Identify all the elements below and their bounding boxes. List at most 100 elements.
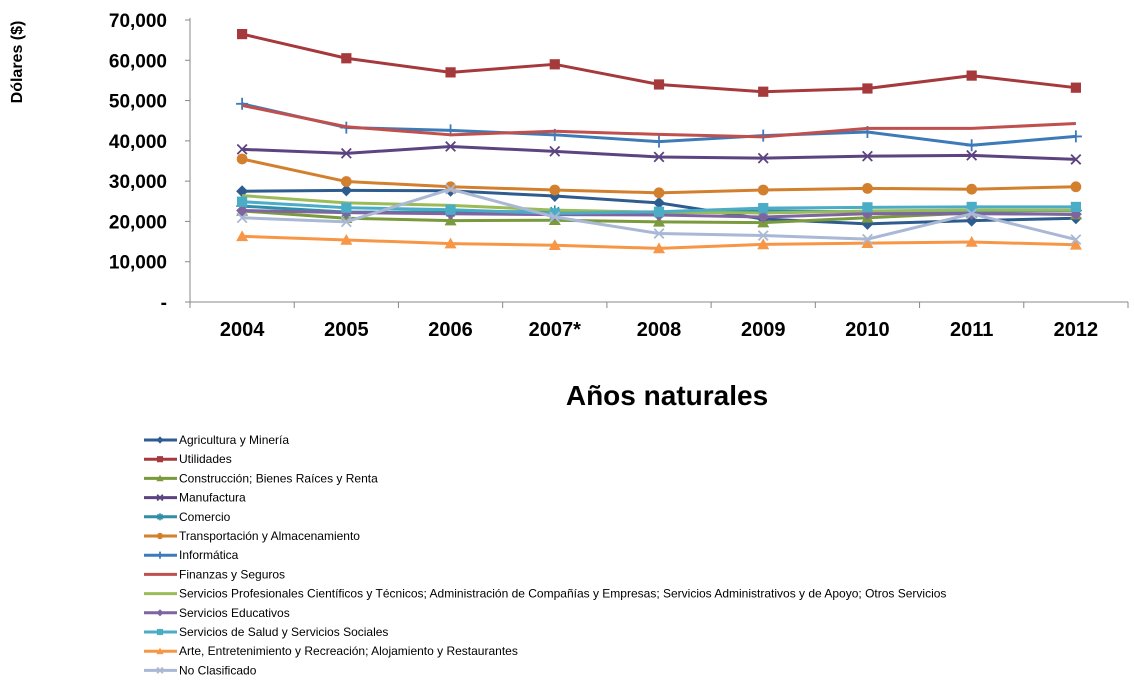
legend-item: No Clasificado [144,663,257,677]
y-tick-label: 40,000 [109,132,167,153]
data-point [966,149,978,161]
x-tick-label: 2011 [950,319,993,341]
legend-label: Servicios de Salud y Servicios Sociales [179,625,388,639]
legend-marker [156,551,164,559]
legend-marker [156,494,164,502]
legend-label: Construcción; Bienes Raíces y Renta [179,471,378,485]
data-point [757,184,769,196]
y-tick-label: 10,000 [109,253,167,274]
legend-label: No Clasificado [179,663,257,677]
legend-marker [156,436,164,444]
data-point [236,143,248,155]
legend-item: Manufactura [144,491,246,505]
data-point [1069,238,1082,250]
legend-label: Servicios Educativos [179,606,290,620]
data-point [236,153,248,165]
legend-label: Comercio [179,510,231,524]
data-point [236,212,248,224]
data-point [862,202,873,213]
x-tick-label: 2010 [845,319,890,341]
x-axis-label: Años naturales [566,380,768,411]
legend-label: Manufactura [179,491,246,505]
y-axis-label: Dólares ($) [9,21,26,104]
data-point [862,83,873,94]
legend-marker [156,513,164,521]
data-point [549,59,560,70]
legend-marker [156,628,164,636]
series-12 [236,183,1082,245]
data-point [757,238,770,250]
legend-item: Transportación y Almacenamiento [144,529,360,543]
legend-marker [156,647,164,655]
data-point [757,152,769,164]
data-point [549,208,560,219]
data-point [549,145,561,157]
y-tick-label: - [161,293,167,314]
data-point [966,201,977,213]
data-point [653,215,665,227]
legend-marker [156,609,164,617]
data-point [549,211,561,223]
legend-item: Comercio [144,510,231,524]
legend-label: Arte, Entretenimiento y Recreación; Aloj… [179,644,518,658]
data-point [966,183,978,195]
legend-marker [156,474,164,482]
legend-item: Servicios de Salud y Servicios Sociales [144,625,388,639]
data-point [862,150,873,162]
data-point [653,187,665,199]
x-ticks: 2004 2005 2006 2007* 2008 2009 2010 2011 2012 [189,302,1129,341]
data-point [862,233,873,245]
data-point [965,139,978,152]
data-point [341,202,352,213]
y-tick-label: 30,000 [109,172,167,193]
data-point [758,203,769,214]
legend-item: Construcción; Bienes Raíces y Renta [144,471,378,485]
x-tick-label: 2006 [428,319,473,341]
legend-item: Informática [144,548,239,562]
data-point [340,184,353,197]
data-point [861,237,874,248]
y-tick-label: 70,000 [109,11,167,32]
series-7 [241,103,1076,139]
x-tick-label: 2005 [324,319,369,341]
series-1 [237,29,1081,97]
data-point [653,228,665,239]
data-point [340,233,353,245]
data-point [757,210,770,223]
x-tick-label: 2007* [529,319,581,341]
data-point [236,185,249,198]
data-point [444,237,457,249]
data-point [1070,201,1081,213]
series-group [236,29,1082,254]
data-point [236,97,249,110]
series-11 [236,230,1082,254]
y-ticks: - 10,000 20,000 30,000 40,000 50,000 60,000 70,… [109,11,190,314]
data-point [653,206,665,217]
data-point [653,151,665,163]
data-point [653,196,665,209]
legend-label: Transportación y Almacenamiento [179,529,360,543]
legend-label: Servicios Profesionales Científicos y Té… [179,587,946,601]
data-point [1069,130,1082,143]
x-tick-label: 2008 [637,319,682,341]
data-point [965,235,978,247]
data-point [445,183,456,195]
data-point [445,67,456,78]
y-tick-label: 60,000 [109,51,167,72]
data-point [758,86,769,97]
series-3 [236,141,1082,165]
series-10 [237,196,1081,219]
legend-item: Utilidades [144,452,232,466]
legend-label: Agricultura y Minería [179,433,289,447]
data-point [1070,234,1082,245]
data-point [341,53,352,64]
data-point [966,208,978,220]
data-point [653,79,665,90]
data-point [966,70,977,81]
legend: Agricultura y Minería Utilidades Construcc… [144,433,946,677]
data-point [548,239,561,250]
y-tick-label: 50,000 [109,92,167,113]
data-point [237,196,248,207]
data-point [236,230,249,242]
